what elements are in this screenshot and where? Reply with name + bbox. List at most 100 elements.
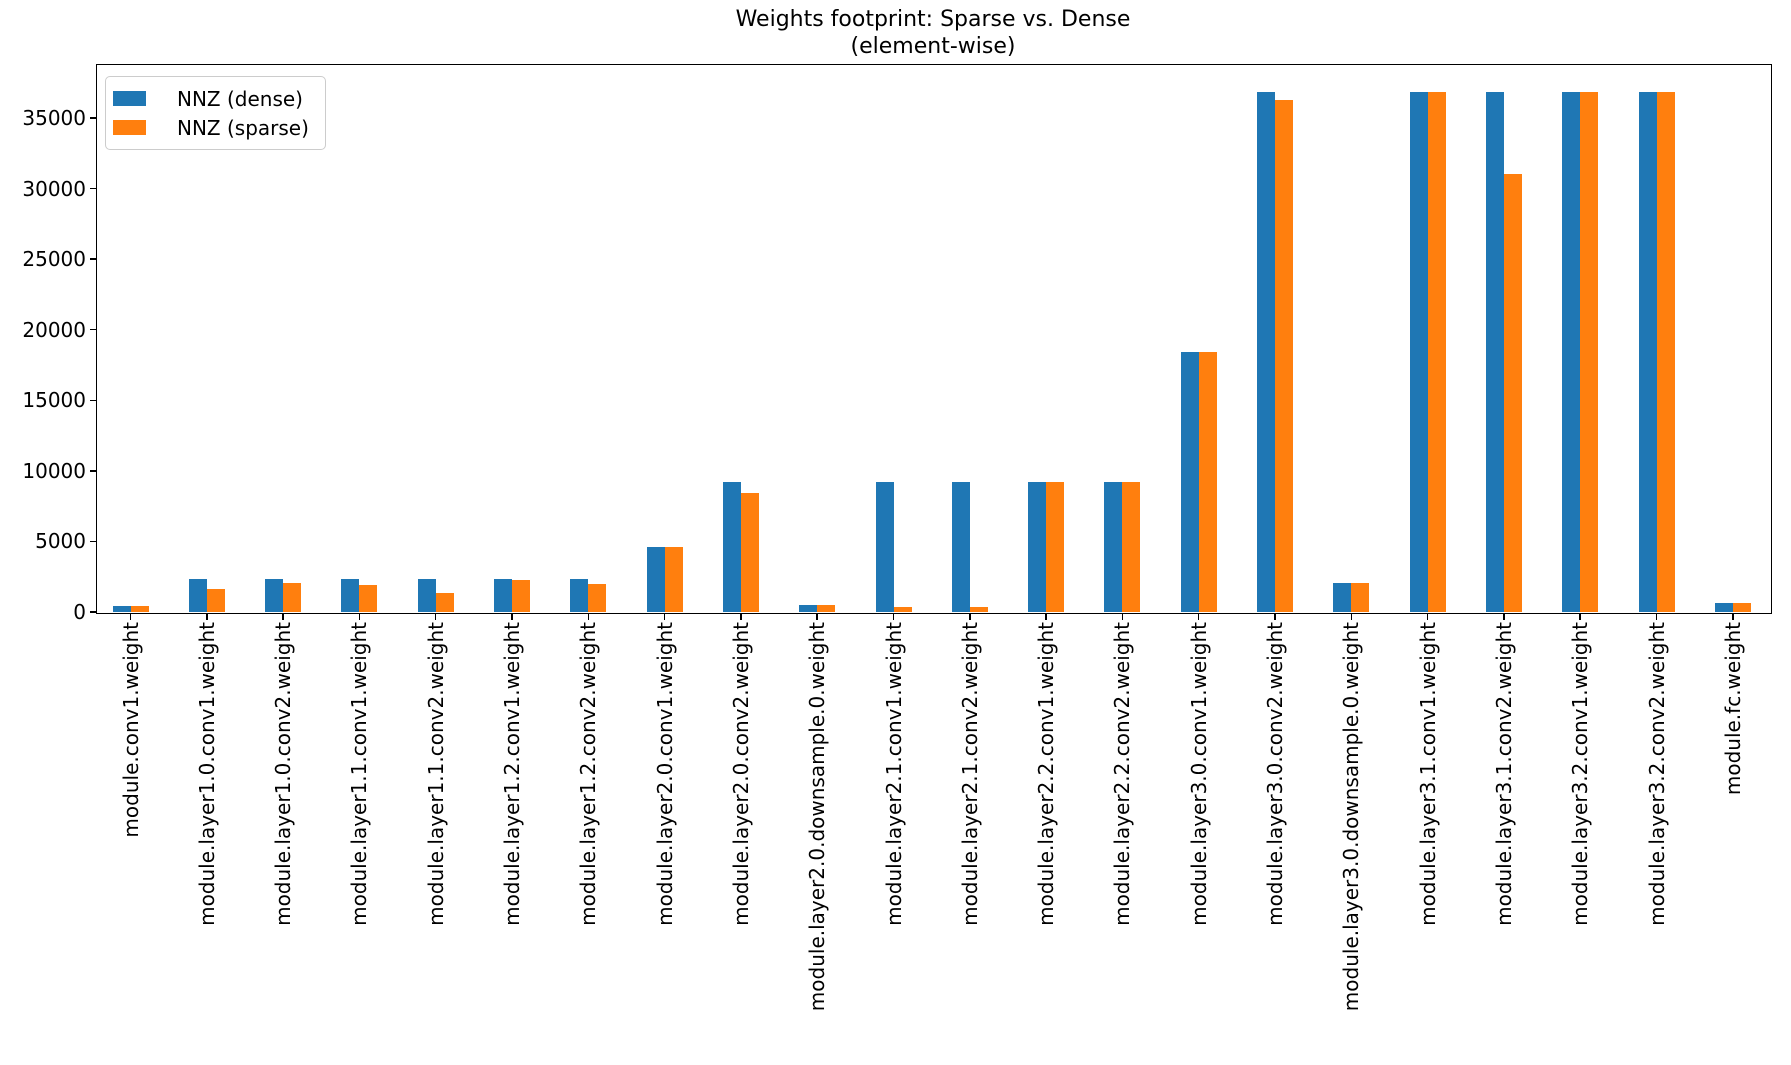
x-tick-label: module.fc.weight (1720, 622, 1745, 796)
y-tick-label: 25000 (22, 247, 86, 272)
y-tick-mark (90, 258, 96, 260)
bar-sparse (817, 604, 836, 612)
x-tick-label: module.conv1.weight (118, 622, 143, 838)
x-tick-mark (969, 613, 971, 620)
bar-dense (1485, 91, 1504, 612)
y-tick-label: 30000 (22, 176, 86, 201)
bar-dense (799, 604, 818, 612)
x-tick-mark (1732, 613, 1734, 620)
x-tick-mark (1503, 613, 1505, 620)
bar-sparse (1580, 91, 1599, 612)
x-tick-mark (434, 613, 437, 620)
bar-sparse (1275, 99, 1293, 612)
bar-dense (951, 481, 970, 612)
y-tick-label: 5000 (35, 529, 86, 554)
bar-dense (265, 579, 284, 612)
bar-sparse (1122, 481, 1141, 612)
bar-sparse (893, 607, 912, 612)
bar-dense (1562, 91, 1581, 612)
x-tick-label: module.layer1.2.conv2.weight (576, 622, 601, 926)
y-tick-label: 35000 (22, 105, 86, 130)
x-tick-label: module.layer3.0.conv2.weight (1263, 622, 1287, 926)
bar-sparse (664, 546, 683, 612)
x-tick-label: module.layer3.2.conv2.weight (1644, 622, 1669, 926)
bar-dense (494, 579, 512, 612)
bar-dense (417, 579, 436, 612)
x-tick-label: module.layer1.0.conv1.weight (194, 622, 219, 926)
x-tick-label: module.layer2.0.conv1.weight (652, 622, 677, 926)
y-tick-mark (90, 187, 96, 190)
y-tick-mark (90, 399, 96, 401)
x-tick-mark (1121, 613, 1124, 620)
bar-dense (875, 481, 894, 612)
bar-dense (1257, 91, 1275, 612)
bar-dense (1180, 351, 1199, 612)
legend: NNZ (dense) NNZ (sparse) (105, 76, 326, 150)
bar-dense (1638, 91, 1657, 612)
x-tick-mark (358, 613, 361, 620)
x-tick-label: module.layer3.1.conv1.weight (1415, 622, 1440, 926)
bar-dense (112, 605, 131, 612)
y-tick-mark (90, 117, 96, 119)
x-tick-label: module.layer2.2.conv2.weight (1110, 622, 1135, 926)
bar-sparse (359, 584, 378, 612)
y-tick-label: 20000 (22, 317, 86, 342)
bar-sparse (1046, 481, 1065, 612)
x-tick-label: module.layer2.1.conv2.weight (957, 622, 982, 926)
x-tick-label: module.layer3.2.conv1.weight (1568, 622, 1593, 926)
bar-sparse (740, 492, 759, 612)
x-tick-label: module.layer2.0.conv2.weight (728, 622, 753, 926)
bar-sparse (1503, 174, 1522, 612)
x-tick-label: module.layer3.1.conv2.weight (1491, 622, 1516, 926)
x-tick-mark (663, 613, 666, 620)
legend-label-sparse: NNZ (sparse) (177, 115, 309, 140)
legend-entry-sparse: NNZ (sparse) (113, 113, 309, 142)
bar-sparse (1656, 91, 1675, 612)
y-tick-mark (90, 470, 96, 472)
x-tick-label: module.layer3.0.downsample.0.weight (1339, 622, 1364, 1012)
bar-sparse (588, 584, 607, 612)
bar-dense (1028, 481, 1047, 612)
bar-dense (1104, 481, 1123, 612)
chart-title-block: Weights footprint: Sparse vs. Dense (ele… (96, 6, 1770, 60)
x-tick-label: module.layer2.1.conv1.weight (881, 622, 906, 926)
legend-label-dense: NNZ (dense) (177, 86, 303, 111)
y-tick-label: 15000 (22, 388, 86, 413)
bar-dense (570, 579, 589, 612)
x-tick-mark (816, 613, 818, 620)
bar-dense (722, 481, 741, 612)
x-tick-mark (206, 613, 208, 620)
x-tick-mark (1426, 613, 1429, 620)
bar-sparse (130, 605, 149, 612)
bar-dense (1714, 602, 1733, 612)
bar-dense (1409, 91, 1428, 612)
bar-sparse (1198, 351, 1217, 612)
x-tick-mark (1197, 613, 1200, 620)
x-tick-label: module.layer2.2.conv1.weight (1034, 622, 1059, 926)
x-tick-mark (587, 613, 590, 620)
x-tick-mark (129, 613, 132, 620)
x-tick-label: module.layer2.0.downsample.0.weight (805, 622, 830, 1012)
chart-title: Weights footprint: Sparse vs. Dense (735, 7, 1131, 32)
x-tick-mark (511, 613, 513, 620)
bar-sparse (1351, 583, 1370, 612)
y-tick-mark (90, 611, 96, 613)
y-tick-label: 0 (73, 600, 86, 624)
x-tick-label: module.layer1.2.conv1.weight (500, 622, 524, 926)
bar-sparse (206, 588, 225, 612)
x-tick-label: module.layer1.0.conv2.weight (271, 622, 296, 926)
bar-sparse (512, 580, 530, 612)
x-tick-mark (1579, 613, 1581, 620)
chart-subtitle: (element-wise) (850, 34, 1016, 59)
bar-sparse (435, 592, 454, 612)
y-tick-label: 10000 (22, 458, 86, 483)
x-tick-mark (892, 613, 895, 620)
bar-dense (188, 579, 207, 612)
x-tick-mark (1350, 613, 1353, 620)
bar-dense (646, 546, 665, 612)
x-tick-mark (1274, 613, 1276, 620)
x-tick-mark (1045, 613, 1047, 620)
bar-sparse (1427, 91, 1446, 612)
bar-sparse (969, 607, 988, 612)
